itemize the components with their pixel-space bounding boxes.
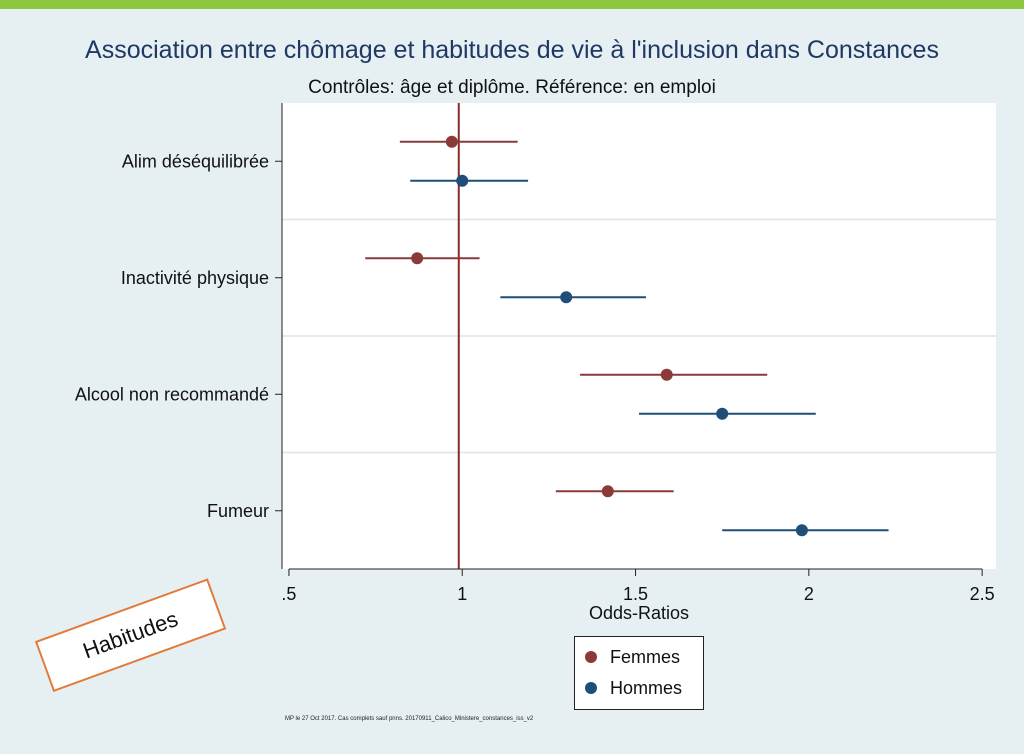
- x-tick-label: 2.5: [970, 584, 995, 604]
- point-femmes: [445, 135, 458, 148]
- x-tick-label: 2: [804, 584, 814, 604]
- legend-label-femmes: Femmes: [610, 646, 681, 667]
- top-accent-bar: [0, 0, 1024, 9]
- chart-subtitle: Contrôles: âge et diplôme. Référence: en…: [308, 77, 716, 98]
- y-tick-label: Fumeur: [207, 501, 269, 521]
- legend-item-femmes: Femmes: [585, 645, 680, 669]
- point-hommes: [795, 524, 808, 537]
- y-tick-label: Inactivité physique: [121, 268, 269, 288]
- legend: Femmes Hommes: [574, 636, 704, 710]
- legend-label-hommes: Hommes: [610, 677, 683, 698]
- legend-item-hommes: Hommes: [585, 676, 682, 700]
- footnote: MP le 27 Oct 2017. Cas complets sauf pnn…: [285, 716, 534, 722]
- x-tick-label: .5: [281, 584, 296, 604]
- x-tick-label: 1.5: [623, 584, 648, 604]
- chart-title: Association entre chômage et habitudes d…: [85, 36, 939, 64]
- x-tick-label: 1: [457, 584, 467, 604]
- y-tick-label: Alim déséquilibrée: [122, 151, 269, 171]
- point-femmes: [601, 485, 614, 498]
- legend-marker-femmes: [585, 651, 597, 663]
- point-hommes: [456, 174, 469, 187]
- x-axis-label: Odds-Ratios: [589, 603, 689, 623]
- point-hommes: [560, 291, 573, 304]
- point-hommes: [716, 407, 729, 420]
- point-femmes: [411, 252, 424, 265]
- y-tick-label: Alcool non recommandé: [75, 384, 269, 404]
- point-femmes: [660, 368, 673, 381]
- legend-marker-hommes: [585, 682, 597, 694]
